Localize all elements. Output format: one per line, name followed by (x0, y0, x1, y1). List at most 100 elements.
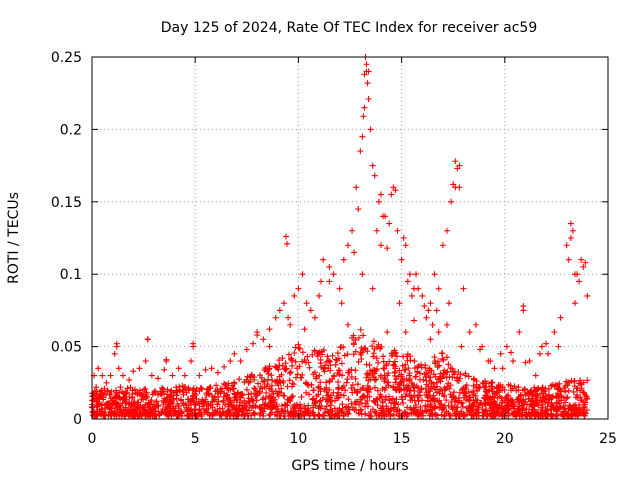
data-point (185, 387, 192, 394)
data-point (458, 386, 465, 393)
data-point (127, 384, 134, 391)
data-point (555, 343, 562, 350)
data-point (225, 385, 232, 392)
data-point (246, 407, 253, 414)
data-point (411, 407, 418, 414)
data-point (197, 385, 204, 392)
data-point (415, 285, 422, 292)
data-point (495, 387, 502, 394)
data-point (344, 351, 351, 358)
data-point (297, 405, 304, 412)
data-point (267, 406, 274, 413)
data-point (552, 413, 559, 420)
data-point (412, 373, 419, 380)
data-point (541, 399, 548, 406)
data-point (559, 411, 566, 418)
data-point (443, 408, 450, 415)
data-point (247, 372, 254, 379)
data-point (172, 407, 179, 414)
data-point (290, 381, 297, 388)
data-point (251, 411, 258, 418)
data-point (435, 358, 442, 365)
data-point (158, 384, 165, 391)
data-point (479, 379, 486, 386)
data-point (152, 388, 159, 395)
data-point (112, 393, 119, 400)
data-point (251, 376, 258, 383)
data-point (222, 381, 229, 388)
data-point (279, 355, 286, 362)
data-point (304, 353, 311, 360)
data-point (298, 412, 305, 419)
data-point (126, 376, 133, 383)
data-point (477, 383, 484, 390)
data-point (169, 372, 176, 379)
data-point (454, 165, 461, 172)
data-point (209, 398, 216, 405)
data-point (571, 300, 578, 307)
data-point (163, 356, 170, 363)
data-point (348, 385, 355, 392)
data-point (392, 379, 399, 386)
y-tick-label: 0.2 (60, 122, 82, 138)
data-point (458, 400, 465, 407)
data-point (563, 395, 570, 402)
data-point (317, 360, 324, 367)
data-point (375, 198, 382, 205)
data-point (263, 389, 270, 396)
data-point (516, 410, 523, 417)
data-point (518, 400, 525, 407)
data-point (303, 300, 310, 307)
data-point (450, 181, 457, 188)
data-point (396, 367, 403, 374)
data-point (357, 386, 364, 393)
data-point (573, 405, 580, 412)
data-point (432, 411, 439, 418)
data-point (542, 406, 549, 413)
data-point (115, 365, 122, 372)
data-point (218, 388, 225, 395)
data-point (491, 390, 498, 397)
data-point (429, 321, 436, 328)
data-point (472, 321, 479, 328)
data-point (294, 402, 301, 409)
data-point (238, 391, 245, 398)
data-point (583, 393, 590, 400)
data-point (435, 329, 442, 336)
data-point (419, 292, 426, 299)
data-point (364, 397, 371, 404)
data-point (287, 398, 294, 405)
data-point (362, 345, 369, 352)
data-point (280, 392, 287, 399)
data-point (380, 213, 387, 220)
data-point (355, 358, 362, 365)
data-point (546, 385, 553, 392)
data-point (312, 369, 319, 376)
data-point (119, 372, 126, 379)
data-point (574, 271, 581, 278)
data-point (581, 412, 588, 419)
data-point (315, 405, 322, 412)
data-point (268, 395, 275, 402)
data-point (385, 405, 392, 412)
y-tick-label: 0.15 (51, 195, 82, 211)
data-point (306, 364, 313, 371)
data-point (393, 353, 400, 360)
data-point (445, 361, 452, 368)
data-point (298, 374, 305, 381)
data-point (404, 278, 411, 285)
data-point (379, 385, 386, 392)
data-point (311, 348, 318, 355)
data-point (411, 365, 418, 372)
data-point (408, 380, 415, 387)
data-point (433, 379, 440, 386)
data-point (461, 389, 468, 396)
data-point (224, 392, 231, 399)
data-point (248, 390, 255, 397)
data-point (313, 375, 320, 382)
data-point (528, 387, 535, 394)
data-point (367, 367, 374, 374)
data-point (371, 338, 378, 345)
data-point (399, 362, 406, 369)
data-point (574, 392, 581, 399)
